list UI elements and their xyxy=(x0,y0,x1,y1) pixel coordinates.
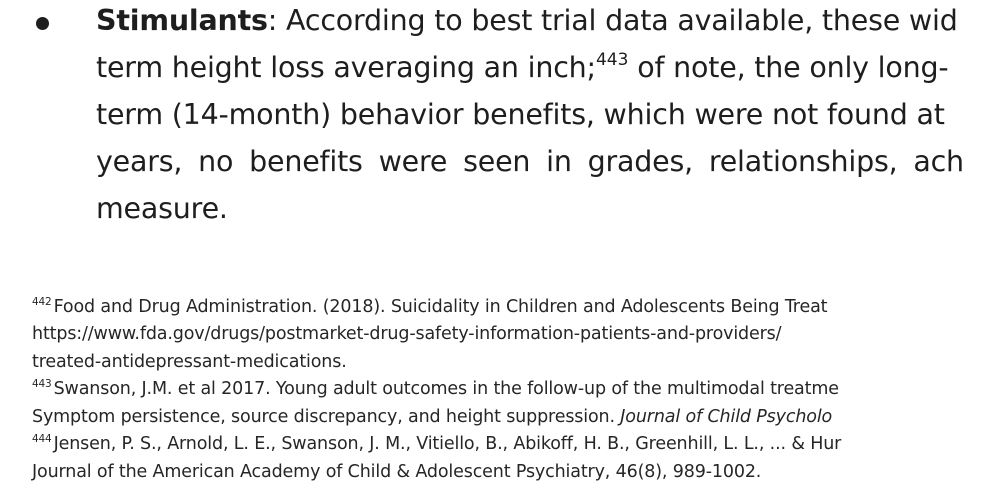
footnote-444-line-2: Journal of the American Academy of Child… xyxy=(32,462,762,482)
paragraph-line-4: years, no benefits were seen in grades, … xyxy=(96,145,964,178)
footnote-442-text-1: Food and Drug Administration. (2018). Su… xyxy=(53,297,828,317)
paragraph-line-2-text-b: of note, the only long- xyxy=(628,51,949,84)
footnote-443-text-1: Swanson, J.M. et al 2017. Young adult ou… xyxy=(53,379,839,399)
footnote-number-443: 443 xyxy=(32,378,52,390)
footnote-444-text-1: Jensen, P. S., Arnold, L. E., Swanson, J… xyxy=(53,434,842,454)
paragraph-line-2: term height loss averaging an inch;443 o… xyxy=(96,50,949,85)
footnote-443-line-1: 443 Swanson, J.M. et al 2017. Young adult… xyxy=(32,378,839,400)
paragraph-line-1-text: : According to best trial data available… xyxy=(267,4,958,37)
paragraph-line-3: term (14-month) behavior benefits, which… xyxy=(96,98,945,131)
footnote-442-url[interactable]: https://www.fda.gov/drugs/postmarket-dru… xyxy=(32,324,782,344)
footnote-442-line-1: 442 Food and Drug Administration. (2018).… xyxy=(32,296,828,318)
paragraph-line-1: Stimulants: According to best trial data… xyxy=(96,4,958,38)
footnote-443-text-2: Symptom persistence, source discrepancy,… xyxy=(32,407,621,427)
footnote-443-journal: Journal of Child Psycholo xyxy=(620,407,833,427)
bullet-point xyxy=(36,17,49,30)
footnote-443-line-2: Symptom persistence, source discrepancy,… xyxy=(32,406,832,428)
footnote-number-444: 444 xyxy=(32,433,52,445)
footnote-number-442: 442 xyxy=(32,296,52,308)
footnote-444-line-1: 444 Jensen, P. S., Arnold, L. E., Swanson… xyxy=(32,433,841,455)
bullet-term: Stimulants xyxy=(96,4,268,37)
paragraph-line-2-text-a: term height loss averaging an inch; xyxy=(96,51,596,84)
paragraph-line-5: measure. xyxy=(96,192,228,225)
footnote-442-line-3: treated-antidepressant-medications. xyxy=(32,352,347,372)
footnote-reference-443[interactable]: 443 xyxy=(595,50,629,70)
